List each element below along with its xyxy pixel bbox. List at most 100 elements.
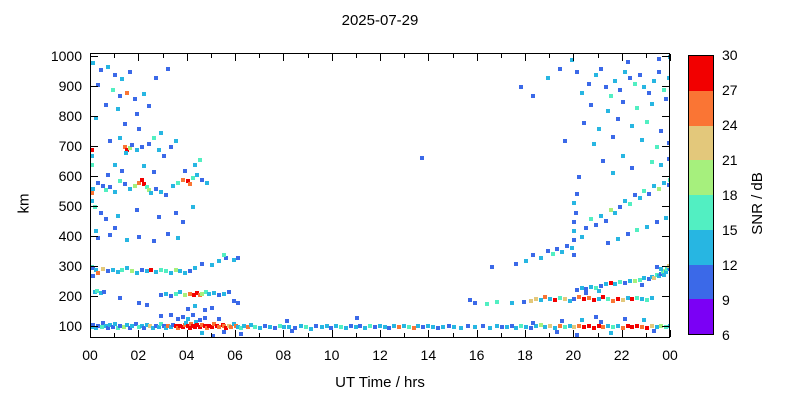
data-point xyxy=(659,323,664,328)
data-point xyxy=(664,215,669,220)
x-axis-tick xyxy=(331,330,333,337)
data-point xyxy=(224,255,229,260)
colorbar-band xyxy=(689,90,713,126)
data-point xyxy=(640,137,644,142)
data-point xyxy=(192,266,197,271)
data-point xyxy=(572,325,577,329)
data-point xyxy=(589,103,594,107)
data-point xyxy=(363,325,368,330)
data-point xyxy=(125,237,130,242)
data-point xyxy=(661,181,666,185)
data-point xyxy=(287,325,292,329)
data-point xyxy=(238,331,243,336)
x-axis-tick xyxy=(186,330,188,337)
data-point xyxy=(557,295,562,300)
y-tick-label: 800 xyxy=(58,108,82,124)
x-axis-top-tick xyxy=(138,54,140,61)
data-point xyxy=(649,296,654,301)
data-point xyxy=(574,287,579,292)
data-point xyxy=(579,235,584,239)
x-tick-label: 08 xyxy=(275,347,292,363)
data-point xyxy=(299,324,304,329)
data-point xyxy=(289,329,294,334)
data-point xyxy=(173,211,178,216)
data-point xyxy=(176,325,180,330)
y-axis-right-tick xyxy=(662,176,669,177)
y-axis-right-tick xyxy=(662,86,669,87)
data-point xyxy=(130,324,135,329)
data-point xyxy=(543,295,548,299)
data-point xyxy=(567,323,572,328)
data-point xyxy=(101,267,106,272)
data-point xyxy=(667,55,669,59)
data-point xyxy=(392,324,397,329)
data-point xyxy=(137,300,142,305)
data-point xyxy=(171,183,176,188)
data-point xyxy=(202,324,207,329)
data-point xyxy=(113,72,118,77)
x-axis-tick xyxy=(428,330,430,337)
data-point xyxy=(142,325,147,330)
data-point xyxy=(579,317,584,322)
data-point xyxy=(562,297,567,302)
data-point xyxy=(139,177,144,182)
data-point xyxy=(221,252,226,257)
y-tick-label: 600 xyxy=(58,168,82,184)
data-point xyxy=(118,179,122,184)
colorbar xyxy=(688,55,714,335)
y-axis-right-tick xyxy=(662,236,669,237)
data-point xyxy=(91,325,95,329)
data-point xyxy=(591,142,596,146)
data-point xyxy=(642,318,647,323)
data-point xyxy=(173,324,178,329)
data-point xyxy=(221,329,226,334)
data-point xyxy=(168,294,173,299)
data-point xyxy=(120,168,125,173)
data-point xyxy=(606,297,611,302)
data-point xyxy=(509,301,514,305)
x-axis-tick xyxy=(90,330,91,337)
data-point xyxy=(591,298,596,302)
data-point xyxy=(113,162,118,167)
data-point xyxy=(649,324,654,329)
data-point xyxy=(574,332,579,337)
data-point xyxy=(625,232,630,236)
data-point xyxy=(197,158,202,163)
x-axis-top-tick xyxy=(235,54,236,61)
data-point xyxy=(212,322,217,326)
y-axis-tick xyxy=(91,326,98,327)
data-point xyxy=(105,65,110,70)
data-point xyxy=(205,325,209,330)
data-point xyxy=(96,270,101,275)
data-point xyxy=(110,325,115,329)
data-point xyxy=(150,325,155,330)
data-point xyxy=(231,299,236,304)
data-point xyxy=(115,326,120,331)
data-point xyxy=(144,322,149,327)
data-point xyxy=(630,166,635,170)
data-point xyxy=(200,177,205,182)
data-point xyxy=(584,226,589,230)
y-tick-label: 100 xyxy=(58,318,82,334)
x-tick-label: 02 xyxy=(130,347,147,363)
data-point xyxy=(159,189,164,194)
y-axis-right-tick xyxy=(662,206,669,207)
data-point xyxy=(142,182,147,187)
data-point xyxy=(103,102,108,107)
data-point xyxy=(148,324,153,329)
data-point xyxy=(156,325,161,329)
data-point xyxy=(642,188,647,193)
data-point xyxy=(611,134,615,139)
data-point xyxy=(574,191,579,196)
data-point xyxy=(133,322,138,326)
data-point xyxy=(420,155,425,160)
data-point xyxy=(236,325,241,329)
data-point xyxy=(632,193,637,197)
data-point xyxy=(120,268,125,273)
data-point xyxy=(226,323,231,328)
data-point xyxy=(105,173,110,178)
x-axis-top-tick xyxy=(259,54,261,58)
data-point xyxy=(533,296,538,301)
data-point xyxy=(96,236,101,241)
data-point xyxy=(91,147,95,152)
